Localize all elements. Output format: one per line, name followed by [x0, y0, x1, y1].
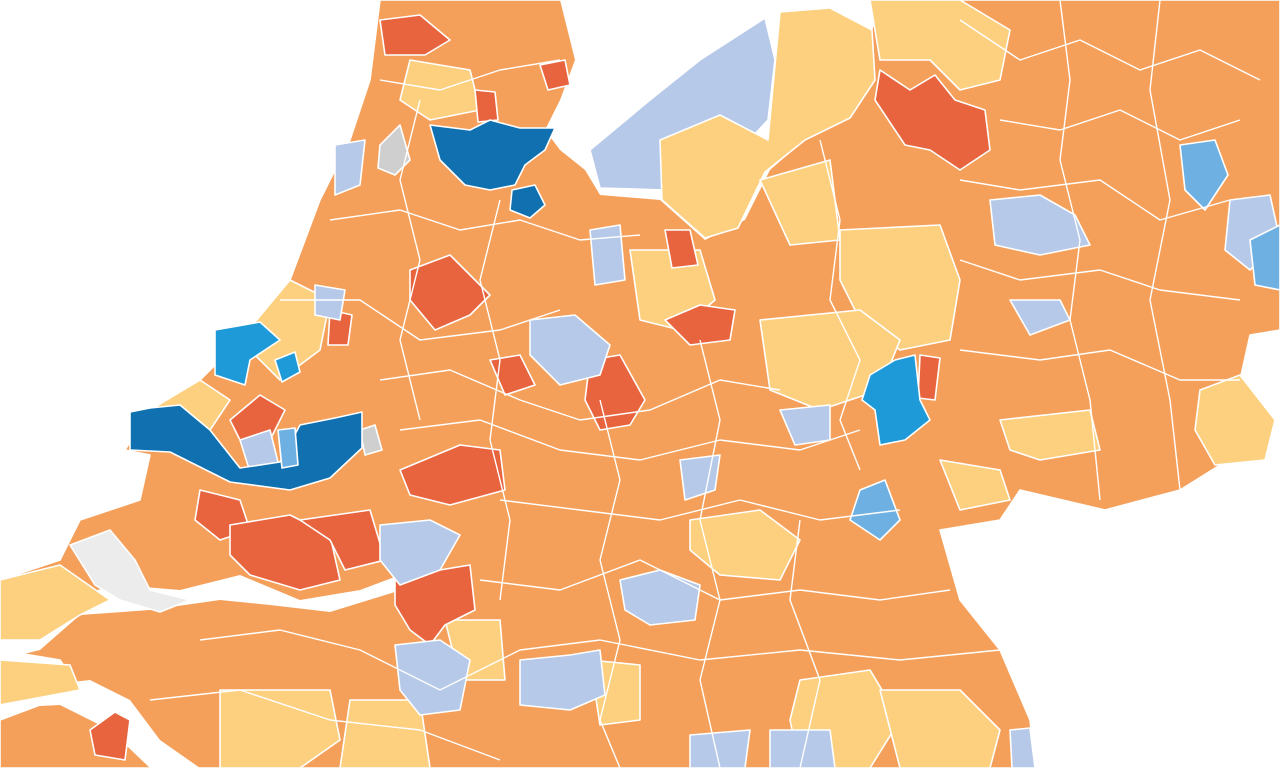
region: [429, 119, 556, 191]
region: [759, 159, 841, 246]
region: [299, 509, 386, 571]
border: [959, 19, 1261, 81]
region: [664, 229, 699, 269]
region: [69, 529, 191, 613]
border: [399, 419, 861, 461]
region: [0, 564, 111, 641]
border: [999, 109, 1241, 141]
region: [689, 729, 751, 768]
region: [519, 649, 606, 711]
region: [214, 321, 281, 386]
region: [334, 139, 366, 196]
region: [689, 509, 801, 581]
region: [339, 699, 431, 768]
border: [1059, 0, 1101, 501]
region: [659, 7, 876, 239]
region: [474, 89, 499, 123]
region: [379, 519, 461, 586]
region: [359, 424, 383, 456]
border: [959, 259, 1241, 301]
region: [664, 304, 736, 346]
border: [149, 689, 501, 761]
region: [989, 194, 1091, 256]
region-group: [239, 139, 1280, 768]
region: [0, 659, 81, 706]
region: [1179, 139, 1229, 211]
border: [199, 629, 1001, 691]
border: [280, 299, 561, 341]
region: [1194, 374, 1276, 466]
region: [219, 689, 341, 768]
region: [869, 0, 1011, 91]
borders: [149, 0, 1261, 768]
region: [399, 444, 506, 506]
region: [769, 729, 836, 768]
border: [959, 349, 1240, 381]
region: [129, 404, 363, 491]
border: [329, 209, 641, 241]
region: [539, 59, 571, 91]
border: [1149, 0, 1181, 491]
border: [479, 199, 511, 601]
region: [1249, 224, 1280, 291]
region: [679, 454, 721, 501]
region: [394, 639, 471, 716]
border: [959, 179, 1231, 221]
region: [379, 14, 451, 56]
region: [489, 354, 536, 396]
border: [379, 369, 781, 421]
region: [89, 711, 131, 761]
region: [849, 479, 901, 541]
border: [499, 499, 901, 521]
border: [819, 139, 861, 471]
region: [999, 409, 1101, 461]
border: [599, 399, 621, 768]
region: [277, 427, 299, 469]
region: [1009, 727, 1036, 768]
region: [314, 284, 346, 321]
border: [379, 59, 561, 91]
border: [699, 339, 721, 768]
region-group: [89, 14, 991, 761]
region: [529, 314, 611, 386]
region: [274, 351, 301, 383]
region: [861, 354, 931, 446]
region: [229, 514, 341, 591]
region: [939, 459, 1011, 511]
region: [874, 69, 991, 171]
region: [879, 689, 1001, 768]
border: [399, 99, 421, 421]
region: [394, 564, 476, 646]
region: [589, 224, 626, 286]
region: [509, 184, 546, 219]
border: [789, 519, 821, 768]
